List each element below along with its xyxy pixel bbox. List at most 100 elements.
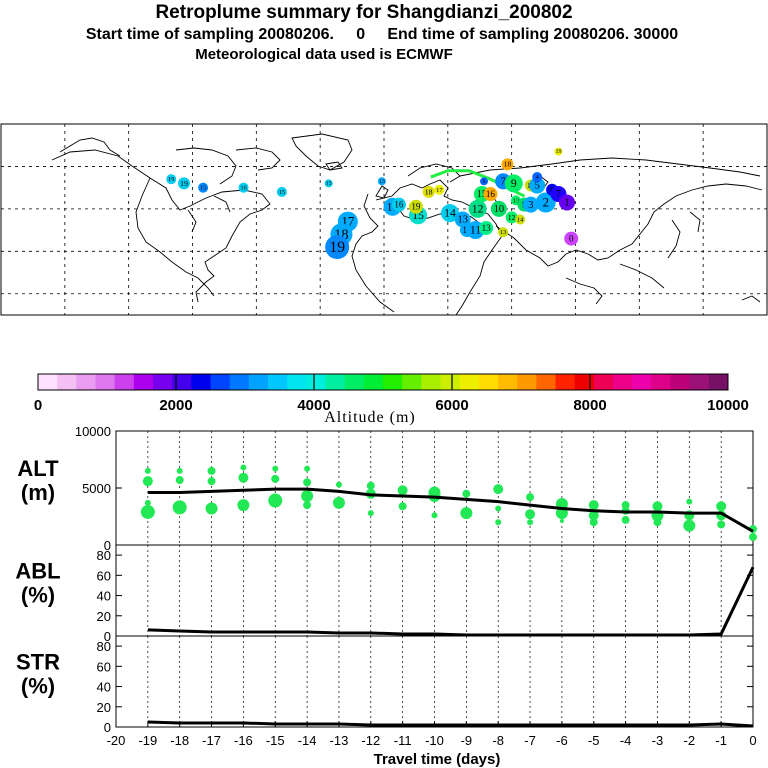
altitude-point — [144, 467, 151, 474]
map-point: 19 — [177, 177, 190, 190]
map-point: 4 — [532, 172, 543, 183]
map-point-marker — [324, 179, 333, 188]
time-series-panels: 0500010000ALT(m)020406080ABL(%)020406080… — [15, 424, 757, 735]
altitude-point — [397, 485, 408, 496]
x-tick-label: -6 — [556, 733, 568, 748]
map-point-marker — [515, 214, 526, 225]
map-point-age-label: 16 — [394, 199, 404, 209]
map-point-age-label: 14 — [517, 217, 524, 224]
colorbar-swatch — [229, 374, 250, 390]
map-point: 13 — [498, 227, 509, 238]
map-point: 13 — [377, 177, 386, 186]
map-point-marker — [422, 185, 435, 198]
altitude-point — [589, 518, 598, 527]
colorbar-swatch — [287, 374, 307, 390]
x-tick-label: -13 — [330, 733, 349, 748]
colorbar-swatch — [498, 374, 518, 390]
colorbar-swatch — [210, 374, 231, 390]
x-tick-label: -20 — [107, 733, 126, 748]
altitude-point — [749, 533, 757, 542]
x-tick-label: -9 — [461, 733, 473, 748]
map-point-age-label: 19 — [180, 179, 188, 188]
altitude-point — [621, 515, 630, 524]
altitude-point — [495, 519, 502, 526]
colorbar-swatch — [536, 374, 556, 390]
colorbar-swatch — [574, 374, 595, 390]
map-point: 0 — [564, 231, 579, 246]
map-point: 1 — [558, 194, 575, 211]
y-tick-label: 80 — [97, 548, 111, 563]
colorbar-swatch — [248, 374, 269, 390]
colorbar-tick-label: 4000 — [297, 397, 330, 414]
colorbar-swatch — [114, 374, 135, 390]
map-retroplume-points: 1919151615151718191316161519181714131411… — [166, 147, 579, 260]
colorbar-swatch — [440, 374, 461, 390]
map-point-age-label: 6 — [483, 179, 486, 185]
colorbar-swatch — [325, 374, 346, 390]
altitude-point — [559, 519, 564, 524]
colorbar-label: Altitude (m) — [324, 409, 416, 426]
altitude-point — [303, 478, 312, 487]
altitude-point — [207, 466, 216, 475]
colorbar-swatch — [421, 374, 441, 390]
map-point: 13 — [479, 220, 494, 235]
altitude-point — [144, 499, 151, 506]
map-point-age-label: 17 — [436, 187, 443, 194]
map-point-age-label: 18 — [504, 160, 512, 169]
map-point: 10 — [490, 200, 507, 217]
map-point-marker — [504, 174, 523, 193]
map-point: 15 — [324, 179, 333, 188]
panel-alt: 0 5000 10000 ALT(m) — [17, 424, 757, 553]
panel-str: 0 20 40 60 80 STR(%) — [16, 635, 754, 735]
map-point-marker — [498, 227, 509, 238]
panel-ylabel: STR — [16, 650, 60, 675]
altitude-point — [304, 465, 311, 472]
y-tick-label: 40 — [97, 589, 111, 604]
x-tick-label: -17 — [202, 733, 221, 748]
y-tick-label: 20 — [97, 700, 111, 715]
altitude-point — [207, 477, 216, 486]
map-point-marker — [391, 197, 406, 212]
map-coastlines — [51, 133, 763, 316]
map-point-age-label: 13 — [482, 223, 492, 233]
x-tick-label: -15 — [266, 733, 285, 748]
map-point-age-label: 19 — [329, 239, 345, 256]
altitude-point — [142, 476, 153, 487]
altitude-point — [238, 472, 249, 483]
colorbar-swatch — [555, 374, 576, 390]
y-tick-label: 60 — [97, 568, 111, 583]
map-point-marker — [276, 186, 287, 197]
map-point-age-label: 12 — [472, 202, 484, 215]
colorbar-tick-label: 8000 — [573, 397, 606, 414]
altitude-point — [268, 493, 283, 508]
map-point-marker — [480, 177, 489, 186]
map-point-age-label: 19 — [555, 149, 561, 155]
panel-ylabel: (%) — [21, 583, 55, 608]
map-point: 5 — [529, 177, 546, 194]
map-point: 14 — [515, 214, 526, 225]
colorbar-swatch — [632, 374, 652, 390]
colorbar-swatch — [363, 374, 384, 390]
map-point-age-label: 13 — [500, 229, 507, 236]
map-point-age-label: 13 — [458, 215, 468, 226]
altitude-point — [237, 499, 250, 512]
altitude-point — [652, 501, 663, 512]
map-graticule — [1, 124, 767, 315]
map-point-age-label: 7 — [556, 189, 561, 200]
meteorological-data-note: Meteorological data used is ECMWF — [195, 46, 453, 63]
map-point-age-label: 10 — [494, 204, 504, 215]
map-point-age-label: 14 — [444, 207, 456, 220]
colorbar-swatch — [344, 374, 365, 390]
map-point: 16 — [238, 182, 249, 193]
map-point: 2 — [535, 192, 556, 213]
map-point-age-label: 0 — [569, 233, 574, 243]
map-point-marker — [490, 200, 507, 217]
map-point-age-label: 13 — [379, 179, 385, 185]
colorbar-swatch — [95, 374, 116, 390]
map-point-marker — [501, 158, 514, 171]
panel-abl: 0 20 40 60 80 ABL(%) — [15, 544, 755, 644]
y-tick-label: 20 — [97, 609, 111, 624]
map-point-age-label: 13 — [513, 197, 520, 204]
map-point-age-label: 7 — [501, 177, 506, 188]
colorbar-swatch — [191, 374, 211, 390]
